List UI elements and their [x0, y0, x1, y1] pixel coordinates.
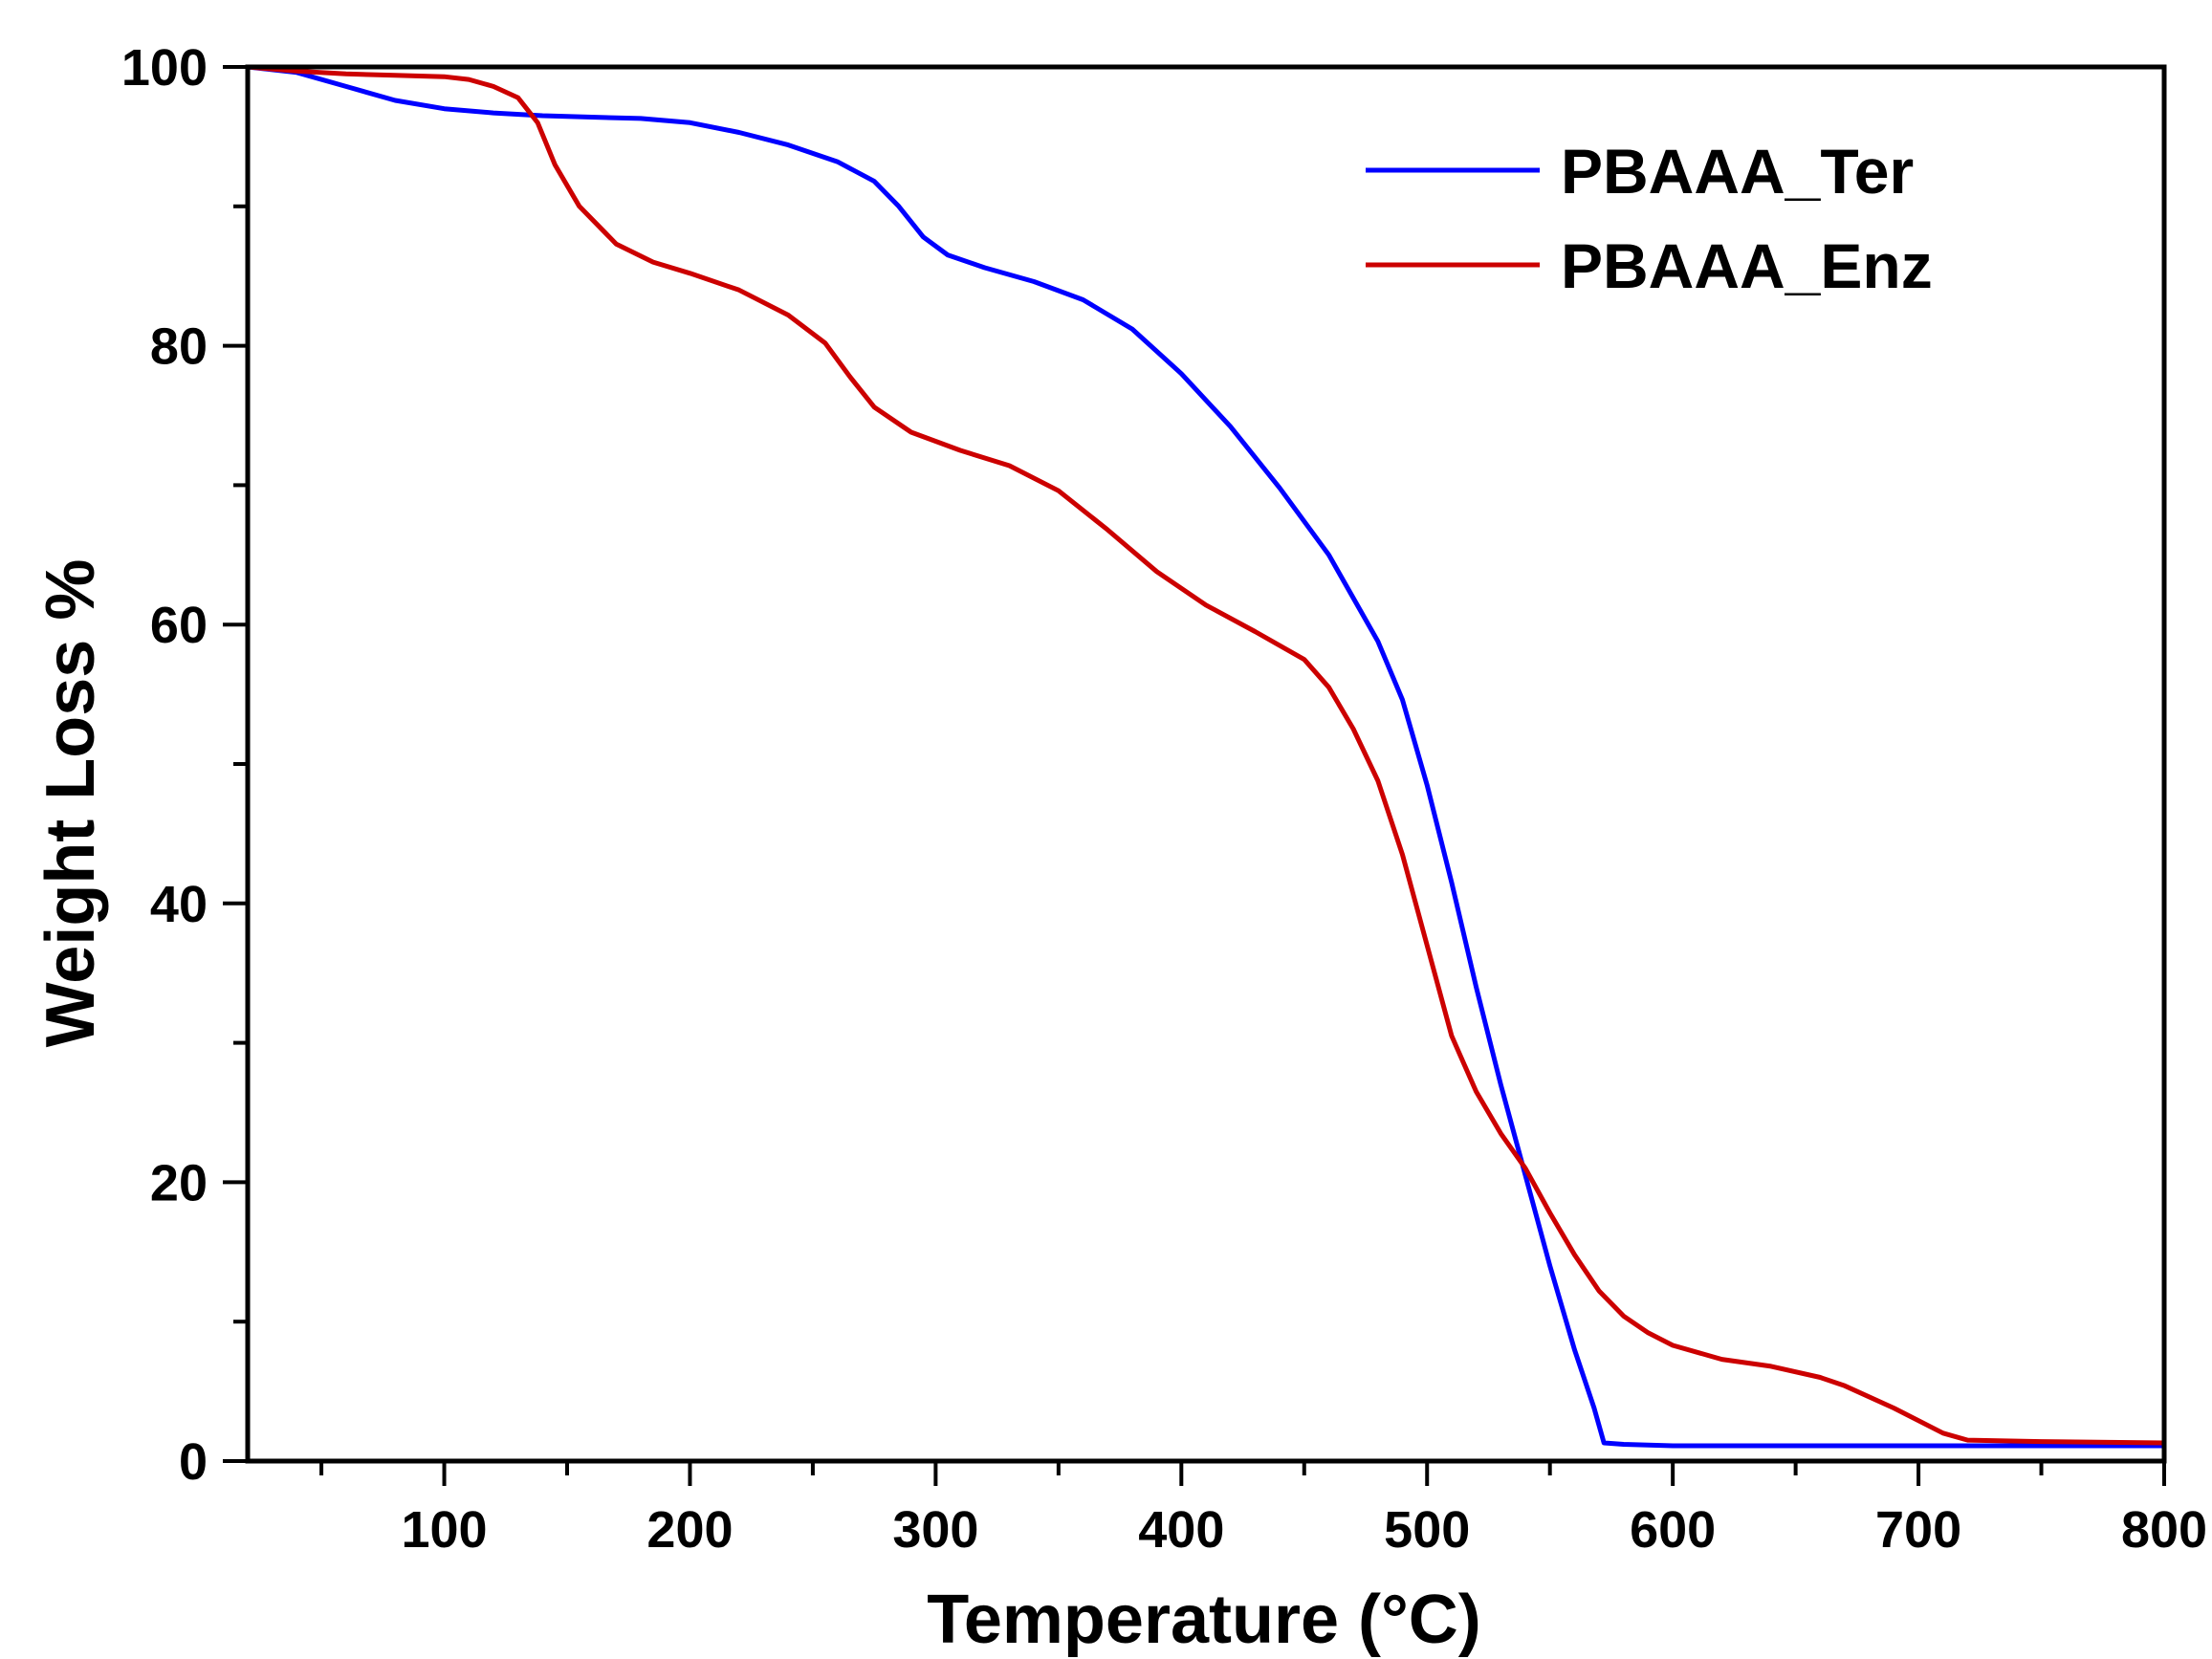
y-tick-label: 80: [150, 318, 208, 376]
x-tick-label: 300: [892, 1501, 978, 1559]
y-axis-title: Weight Loss %: [33, 559, 109, 1048]
plot-frame: [245, 64, 2167, 1464]
x-tick-label: 500: [1384, 1501, 1470, 1559]
x-tick-label: 100: [401, 1501, 487, 1559]
y-tick-label: 100: [121, 39, 208, 97]
series-line-pbaaa-ter: [245, 64, 2167, 1449]
tick-labels: 100 200 300 400 500 600 700 800 0 20 40 60 80 100: [121, 39, 2207, 1559]
legend: PBAAA_Ter PBAAA_Enz: [1366, 136, 1933, 301]
y-tick-label: 20: [150, 1154, 208, 1212]
y-tick-label: 40: [150, 876, 208, 933]
y-tick-label: 60: [150, 597, 208, 654]
y-tick-label: 0: [179, 1433, 208, 1491]
x-tick-label: 200: [646, 1501, 733, 1559]
legend-label-ter: PBAAA_Ter: [1561, 136, 1914, 207]
x-axis-title: Temperature (°C): [927, 1582, 1481, 1658]
x-tick-label: 700: [1875, 1501, 1961, 1559]
legend-label-enz: PBAAA_Enz: [1561, 230, 1933, 301]
x-tick-label: 400: [1138, 1501, 1224, 1559]
x-tick-label: 600: [1630, 1501, 1716, 1559]
series-line-pbaaa-enz: [245, 64, 2167, 1446]
x-tick-label: 800: [2121, 1501, 2207, 1559]
series: [245, 64, 2167, 1449]
